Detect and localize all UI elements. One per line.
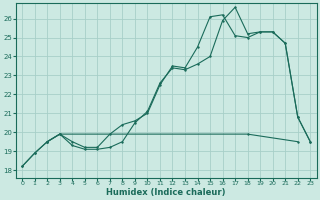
X-axis label: Humidex (Indice chaleur): Humidex (Indice chaleur) [107,188,226,197]
